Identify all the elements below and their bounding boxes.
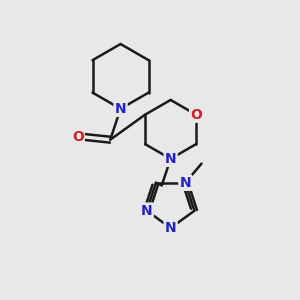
Text: N: N <box>179 176 191 190</box>
Text: O: O <box>190 108 202 122</box>
Text: O: O <box>190 108 202 122</box>
Text: N: N <box>141 204 153 218</box>
Text: N: N <box>165 221 176 235</box>
Text: N: N <box>165 152 176 166</box>
Text: N: N <box>165 221 176 235</box>
Text: N: N <box>141 204 153 218</box>
Text: O: O <box>72 130 84 144</box>
Text: O: O <box>72 130 84 144</box>
Text: N: N <box>179 176 191 190</box>
Text: N: N <box>115 102 126 116</box>
Text: N: N <box>165 152 176 166</box>
Text: N: N <box>115 102 126 116</box>
